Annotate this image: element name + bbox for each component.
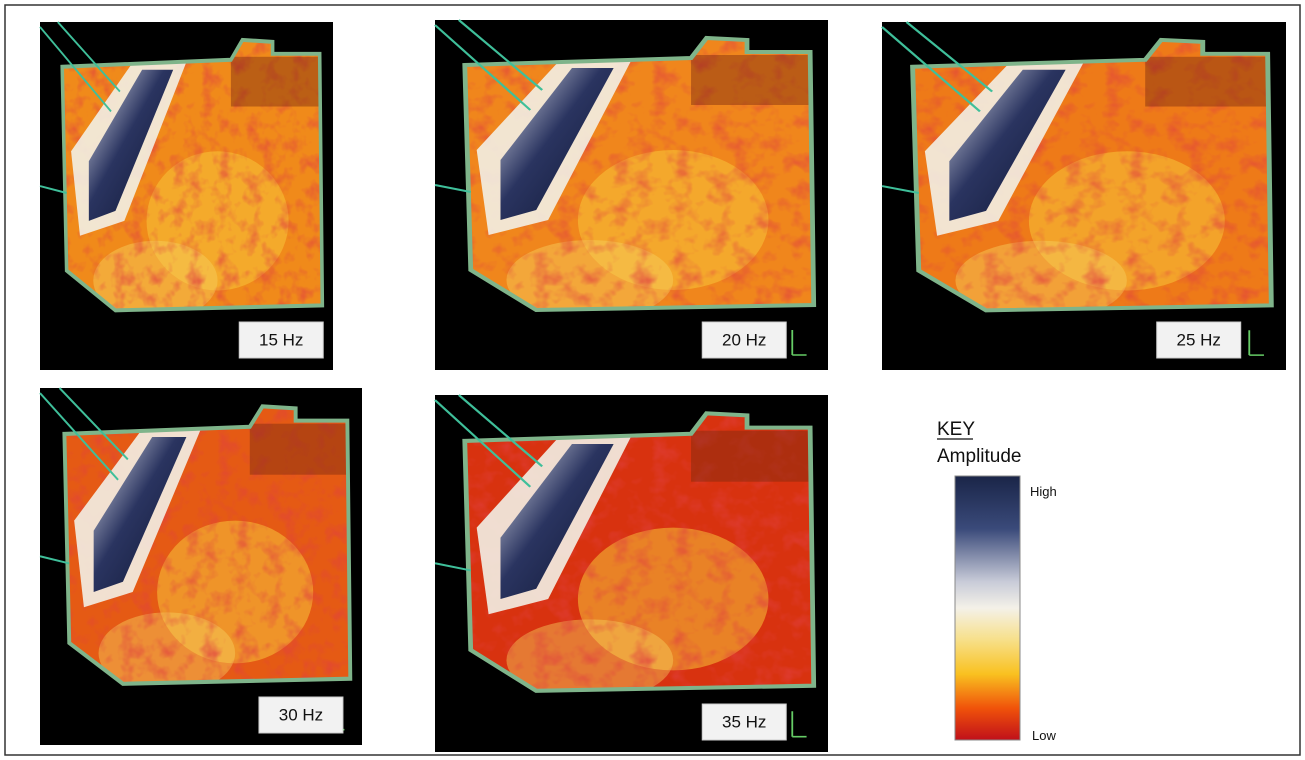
panel-label: 25 Hz (1177, 330, 1221, 349)
map-panel: 15 Hz (40, 22, 333, 370)
ridge (231, 57, 320, 107)
map-panel: 35 Hz (435, 395, 828, 752)
panel-label: 20 Hz (722, 330, 766, 349)
key: KEY Amplitude High Low (937, 419, 1057, 743)
key-high: High (1030, 484, 1057, 499)
map-panel: 25 Hz (882, 22, 1286, 370)
map-panel: 30 Hz (40, 388, 362, 745)
key-title: KEY (937, 419, 975, 440)
color-bar (955, 476, 1020, 740)
key-low: Low (1032, 728, 1056, 743)
panel-label: 35 Hz (722, 712, 766, 731)
ridge (250, 424, 348, 475)
ridge (691, 55, 810, 105)
ridge (691, 431, 810, 482)
ridge (1145, 57, 1267, 107)
key-subtitle: Amplitude (937, 446, 1022, 467)
panel-label: 30 Hz (279, 705, 323, 724)
figure: KEY Amplitude High Low 15 Hz 20 Hz 25 Hz 30… (0, 0, 1305, 760)
map-panel: 20 Hz (435, 20, 828, 370)
panel-label: 15 Hz (259, 330, 303, 349)
